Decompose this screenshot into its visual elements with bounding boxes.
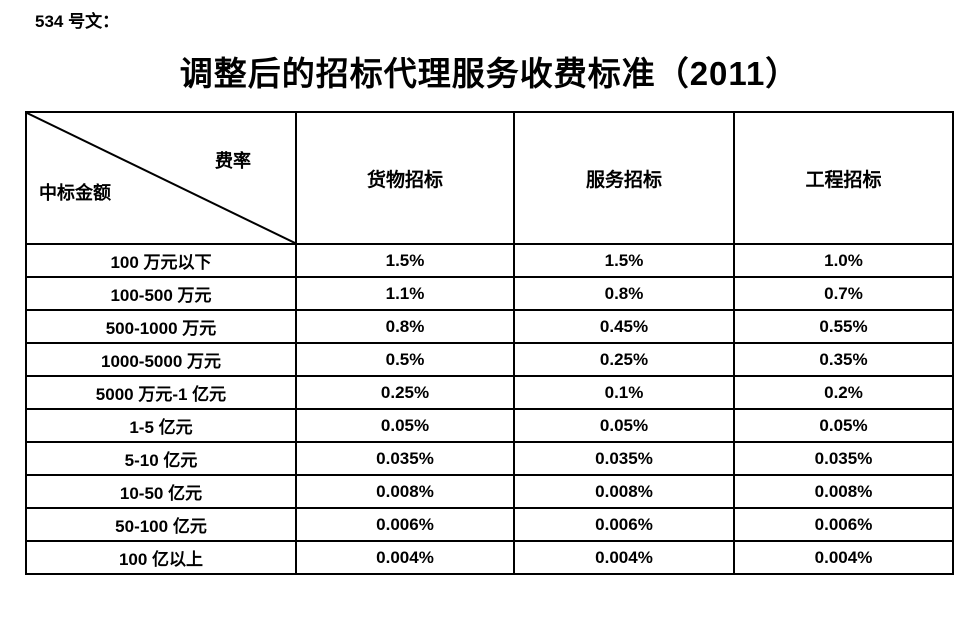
table-row: 10-50 亿元 0.008% 0.008% 0.008% <box>25 474 954 509</box>
rate-cell: 0.2% <box>733 375 954 410</box>
rate-cell: 0.006% <box>513 507 735 542</box>
rate-cell: 0.35% <box>733 342 954 377</box>
rate-cell: 0.004% <box>295 540 515 575</box>
rate-cell: 0.004% <box>513 540 735 575</box>
rate-cell: 0.006% <box>295 507 515 542</box>
row-label: 100 亿以上 <box>25 540 297 575</box>
page-title: 调整后的招标代理服务收费标准（2011） <box>179 55 800 92</box>
diagonal-divider-line <box>27 113 295 243</box>
table-row: 100-500 万元 1.1% 0.8% 0.7% <box>25 276 954 311</box>
column-header-goods-bidding: 货物招标 <box>295 111 515 245</box>
table-row: 1000-5000 万元 0.5% 0.25% 0.35% <box>25 342 954 377</box>
rate-cell: 0.25% <box>295 375 515 410</box>
row-label: 1-5 亿元 <box>25 408 297 443</box>
rate-cell: 0.008% <box>513 474 735 509</box>
rate-cell: 1.1% <box>295 276 515 311</box>
table-row: 100 亿以上 0.004% 0.004% 0.004% <box>25 540 954 575</box>
rate-cell: 0.05% <box>733 408 954 443</box>
row-label: 100-500 万元 <box>25 276 297 311</box>
rate-cell: 0.035% <box>513 441 735 476</box>
rate-cell: 0.8% <box>295 309 515 344</box>
column-header-service-bidding: 服务招标 <box>513 111 735 245</box>
doc-number: 534 号文： <box>35 12 120 31</box>
row-label: 10-50 亿元 <box>25 474 297 509</box>
column-header-engineering-bidding: 工程招标 <box>733 111 954 245</box>
rate-cell: 0.8% <box>513 276 735 311</box>
row-label: 100 万元以下 <box>25 243 297 278</box>
rate-cell: 0.1% <box>513 375 735 410</box>
header-row: 费率 中标金额 货物招标 服务招标 工程招标 <box>25 111 954 245</box>
row-label: 5000 万元-1 亿元 <box>25 375 297 410</box>
rate-cell: 1.5% <box>295 243 515 278</box>
table-row: 100 万元以下 1.5% 1.5% 1.0% <box>25 243 954 278</box>
table-row: 50-100 亿元 0.006% 0.006% 0.006% <box>25 507 954 542</box>
rate-cell: 0.55% <box>733 309 954 344</box>
corner-label-amount: 中标金额 <box>39 183 111 203</box>
rate-cell: 0.5% <box>295 342 515 377</box>
table-row: 5-10 亿元 0.035% 0.035% 0.035% <box>25 441 954 476</box>
table-row: 1-5 亿元 0.05% 0.05% 0.05% <box>25 408 954 443</box>
rate-cell: 0.25% <box>513 342 735 377</box>
corner-label-rate: 费率 <box>215 151 251 171</box>
row-label: 5-10 亿元 <box>25 441 297 476</box>
table-row: 5000 万元-1 亿元 0.25% 0.1% 0.2% <box>25 375 954 410</box>
rate-cell: 0.05% <box>513 408 735 443</box>
row-label: 500-1000 万元 <box>25 309 297 344</box>
rate-cell: 0.008% <box>295 474 515 509</box>
row-label: 50-100 亿元 <box>25 507 297 542</box>
corner-header-cell: 费率 中标金额 <box>25 111 297 245</box>
rate-cell: 0.035% <box>733 441 954 476</box>
row-label: 1000-5000 万元 <box>25 342 297 377</box>
rate-cell: 0.035% <box>295 441 515 476</box>
rate-cell: 0.45% <box>513 309 735 344</box>
rate-cell: 0.7% <box>733 276 954 311</box>
rate-cell: 1.5% <box>513 243 735 278</box>
rate-cell: 0.006% <box>733 507 954 542</box>
table-row: 500-1000 万元 0.8% 0.45% 0.55% <box>25 309 954 344</box>
rate-cell: 0.004% <box>733 540 954 575</box>
rate-cell: 0.05% <box>295 408 515 443</box>
fee-table: 费率 中标金额 货物招标 服务招标 工程招标 100 万元以下 1.5% 1.5… <box>25 111 954 575</box>
rate-cell: 0.008% <box>733 474 954 509</box>
rate-cell: 1.0% <box>733 243 954 278</box>
